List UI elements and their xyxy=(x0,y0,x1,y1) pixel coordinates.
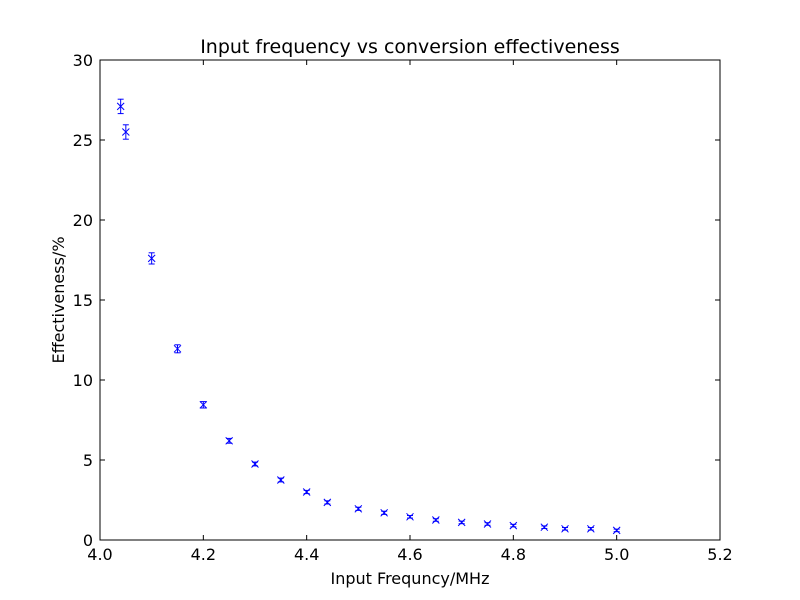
marker-x-stroke xyxy=(406,512,414,521)
data-point xyxy=(561,524,569,533)
data-point xyxy=(323,498,332,507)
data-point xyxy=(173,344,182,354)
x-tick-label: 4.2 xyxy=(191,545,216,564)
x-tick-label: 4.4 xyxy=(294,545,319,564)
axis-ticks: 4.0 4.2 4.4 4.6 4.8 5.0 5.2 0 5 10 15 20 25 30 xyxy=(73,51,733,564)
data-point xyxy=(302,488,311,496)
data-point xyxy=(406,512,414,521)
marker-x-stroke xyxy=(276,476,285,484)
data-point xyxy=(121,124,130,140)
y-tick-label: 15 xyxy=(73,291,93,310)
y-tick-label: 25 xyxy=(73,131,93,150)
y-tick-label: 10 xyxy=(73,371,93,390)
data-point xyxy=(116,98,125,115)
marker-x-stroke xyxy=(121,128,130,136)
x-tick-label: 4.6 xyxy=(397,545,422,564)
marker-x-stroke xyxy=(354,504,363,513)
data-point xyxy=(457,518,466,527)
marker-x-stroke xyxy=(457,518,466,527)
marker-x-stroke xyxy=(173,344,182,353)
data-point xyxy=(251,460,259,468)
data-point xyxy=(225,436,234,445)
data-point xyxy=(509,521,518,530)
marker-x-stroke xyxy=(380,508,389,517)
data-point xyxy=(354,504,363,513)
marker-x-stroke xyxy=(225,436,234,445)
data-point xyxy=(380,508,389,517)
x-tick-label: 4.0 xyxy=(87,545,112,564)
data-point xyxy=(147,252,156,265)
marker-x-stroke xyxy=(302,488,311,496)
data-point xyxy=(612,526,621,535)
y-tick-label: 0 xyxy=(83,531,93,550)
marker-x-stroke xyxy=(540,523,549,532)
marker-x-stroke xyxy=(586,524,595,533)
x-tick-label: 5.2 xyxy=(707,545,732,564)
data-points xyxy=(116,98,621,535)
marker-x-stroke xyxy=(199,400,208,409)
data-point xyxy=(276,476,285,484)
y-tick-label: 20 xyxy=(73,211,93,230)
y-axis-label: Effectiveness/% xyxy=(49,236,68,363)
marker-x-stroke xyxy=(251,460,259,468)
y-tick-label: 30 xyxy=(73,51,93,70)
marker-x-stroke xyxy=(612,526,621,535)
data-point xyxy=(540,523,549,532)
marker-x-stroke xyxy=(483,520,492,528)
marker-x-stroke xyxy=(323,498,332,507)
marker-x-stroke xyxy=(431,516,440,524)
marker-x-stroke xyxy=(116,102,125,111)
x-tick-label: 5.0 xyxy=(604,545,629,564)
y-tick-label: 5 xyxy=(83,451,93,470)
data-point xyxy=(431,516,440,524)
data-point xyxy=(199,400,208,409)
x-axis-label: Input Frequncy/MHz xyxy=(331,569,490,588)
chart-title: Input frequency vs conversion effectiven… xyxy=(200,36,620,58)
x-tick-label: 4.8 xyxy=(501,545,526,564)
marker-x-stroke xyxy=(147,254,156,263)
plot-area xyxy=(99,59,721,541)
marker-x-stroke xyxy=(561,524,569,533)
data-point xyxy=(586,524,595,533)
data-point xyxy=(483,520,492,528)
marker-x-stroke xyxy=(509,521,518,530)
